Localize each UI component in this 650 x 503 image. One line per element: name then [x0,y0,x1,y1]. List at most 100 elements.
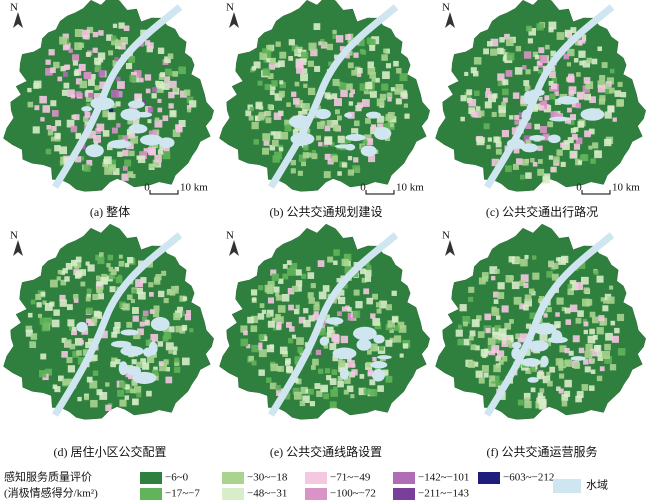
hotspot [524,397,530,403]
hotspot [299,350,305,356]
hotspot [149,309,155,314]
hotspot [298,154,307,162]
hotspot [109,164,116,172]
hotspot [604,343,611,351]
hotspot [186,96,194,104]
hotspot [83,71,92,80]
hotspot [567,48,575,57]
hotspot [486,144,491,150]
hotspot [303,145,309,151]
lake [532,323,557,335]
hotspot [584,93,591,101]
hotspot [597,84,606,93]
hotspot [287,287,295,295]
hotspot [93,93,102,101]
lake [344,112,353,118]
hotspot [531,363,538,370]
hotspot [85,261,90,266]
hotspot [97,52,106,60]
hotspot [381,54,388,61]
hotspot [549,71,556,79]
hotspot [307,388,314,395]
hotspot [364,269,372,277]
hotspot [269,144,276,151]
hotspot [248,115,254,121]
hotspot [92,370,99,376]
hotspot [27,312,33,318]
hotspot [270,363,279,372]
hotspot [153,366,158,372]
hotspot [611,335,619,343]
lake [372,369,385,382]
hotspot [252,297,257,302]
hotspot [307,272,315,279]
hotspot [317,327,326,336]
hotspot [464,71,469,76]
hotspot [337,135,345,143]
hotspot [157,341,164,347]
hotspot [313,23,321,30]
hotspot [587,335,596,344]
hotspot [351,69,358,76]
hotspot [525,367,532,374]
hotspot [620,91,627,98]
hotspot [99,392,108,400]
hotspot [291,91,297,97]
hotspot [475,370,483,378]
hotspot [366,138,374,145]
lake [365,111,381,119]
hotspot [156,85,164,93]
hotspot [299,400,306,407]
hotspot [85,35,90,40]
hotspot [347,356,352,362]
hotspot [71,329,77,336]
hotspot [457,324,463,329]
hotspot [363,388,370,395]
hotspot [609,364,617,371]
hotspot [474,110,482,118]
hotspot [298,316,306,324]
hotspot [118,134,123,140]
hotspot [546,271,553,278]
hotspot [122,165,128,171]
hotspot [379,300,388,309]
hotspot [124,395,130,400]
hotspot [284,124,292,132]
hotspot [25,325,33,333]
map-panel: N (e) 公共交通线路设置 [219,223,430,459]
hotspot [165,376,173,384]
lake [134,111,153,118]
hotspot [348,101,354,106]
hotspot [600,297,605,302]
hotspot [133,386,142,394]
hotspot [548,21,557,30]
hotspot [80,281,86,287]
hotspot [176,125,183,133]
hotspot [537,60,542,66]
hotspot [530,387,536,393]
hotspot [245,110,252,117]
hotspot [295,304,300,309]
hotspot [91,354,98,361]
hotspot [147,147,156,155]
hotspot [54,132,61,140]
hotspot [75,91,82,98]
hotspot [556,149,563,156]
hotspot [531,255,537,260]
hotspot [99,252,104,257]
hotspot [515,45,522,52]
lake [128,124,148,134]
legend-swatch [222,488,244,500]
hotspot [37,313,43,318]
hotspot [158,290,165,298]
hotspot [98,30,104,36]
hotspot [564,117,571,124]
hotspot [99,81,107,89]
hotspot [483,123,490,130]
hotspot [369,38,374,43]
hotspot [50,136,56,142]
hotspot [130,71,137,78]
hotspot [567,118,575,125]
hotspot [547,380,553,387]
hotspot [77,396,82,402]
